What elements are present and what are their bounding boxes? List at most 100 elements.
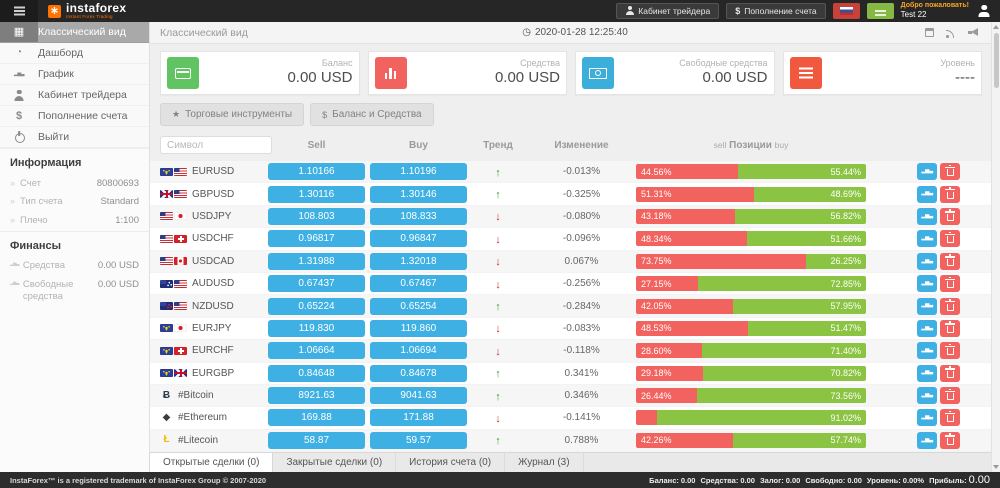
open-chart-button[interactable]: ▂▅▃ — [917, 163, 937, 181]
instrument-flags: ◆ — [160, 412, 173, 423]
language-alt-button[interactable] — [866, 2, 894, 19]
buy-price-button[interactable]: 59.57 — [370, 431, 467, 449]
open-chart-button[interactable]: ▂▅▃ — [917, 207, 937, 225]
open-chart-button[interactable]: ▂▅▃ — [917, 387, 937, 405]
buy-price-button[interactable]: 1.32018 — [370, 252, 467, 270]
scroll-down-arrow-icon[interactable] — [993, 465, 999, 469]
open-chart-button[interactable]: ▂▅▃ — [917, 297, 937, 315]
instrument-flags — [160, 279, 187, 288]
remove-instrument-button[interactable] — [940, 163, 960, 181]
positions-bar: 42.26% 57.74% — [636, 432, 866, 448]
sell-price-button[interactable]: 108.803 — [268, 207, 365, 225]
buy-positions-segment: 72.85% — [698, 276, 866, 292]
balance-funds-button[interactable]: $ Баланс и Средства — [310, 103, 434, 126]
sell-price-button[interactable]: 0.65224 — [268, 297, 365, 315]
trend-arrow-icon: ↓ — [495, 345, 501, 358]
buy-price-button[interactable]: 119.860 — [370, 319, 467, 337]
remove-instrument-button[interactable] — [940, 364, 960, 382]
sell-price-button[interactable]: 0.96817 — [268, 230, 365, 248]
remove-instrument-button[interactable] — [940, 297, 960, 315]
remove-instrument-button[interactable] — [940, 342, 960, 360]
finance-label: Средства — [22, 260, 65, 272]
user-avatar[interactable] — [976, 3, 992, 19]
menu-toggle-button[interactable] — [0, 0, 38, 22]
buy-price-button[interactable]: 9041.63 — [370, 387, 467, 405]
clock-icon: ◷ — [522, 26, 531, 38]
sell-price-button[interactable]: 119.830 — [268, 319, 365, 337]
sidebar-item-table[interactable]: Классический вид — [0, 22, 149, 43]
open-chart-button[interactable]: ▂▅▃ — [917, 364, 937, 382]
deposit-button[interactable]: $ Пополнение счета — [726, 2, 826, 19]
deals-tab[interactable]: История счета (0) — [396, 453, 506, 472]
info-value: 80800693 — [96, 177, 139, 189]
sell-price-button[interactable]: 8921.63 — [268, 387, 365, 405]
open-chart-button[interactable]: ▂▅▃ — [917, 230, 937, 248]
sell-price-button[interactable]: 1.30116 — [268, 185, 365, 203]
sidebar-item-dollar[interactable]: Пополнение счета — [0, 106, 149, 127]
vertical-scrollbar[interactable] — [991, 22, 1000, 472]
buy-price-button[interactable]: 0.96847 — [370, 230, 467, 248]
sidebar-item-power[interactable]: Выйти — [0, 127, 149, 148]
buy-price-button[interactable]: 0.67467 — [370, 275, 467, 293]
sell-price-button[interactable]: 1.10166 — [268, 163, 365, 181]
symbol-filter-input[interactable] — [160, 136, 272, 154]
open-chart-button[interactable]: ▂▅▃ — [917, 319, 937, 337]
buy-price-button[interactable]: 0.84678 — [370, 364, 467, 382]
sell-price-button[interactable]: 169.88 — [268, 409, 365, 427]
open-chart-button[interactable]: ▂▅▃ — [917, 431, 937, 449]
deals-tab[interactable]: Открытые сделки (0) — [149, 453, 274, 472]
calendar-icon[interactable] — [925, 28, 934, 37]
main-content: Классический вид ◷ 2020-01-28 12:25:40 Б — [149, 22, 1000, 472]
buy-price-button[interactable]: 1.06694 — [370, 342, 467, 360]
sell-price-button[interactable]: 0.84648 — [268, 364, 365, 382]
deals-tab[interactable]: Закрытые сделки (0) — [273, 453, 397, 472]
sell-price-button[interactable]: 1.31988 — [268, 252, 365, 270]
rss-icon[interactable] — [946, 28, 956, 38]
remove-instrument-button[interactable] — [940, 207, 960, 225]
remove-instrument-button[interactable] — [940, 409, 960, 427]
buy-price-button[interactable]: 108.833 — [370, 207, 467, 225]
trader-cabinet-button[interactable]: Кабинет трейдера — [616, 2, 720, 19]
finance-list: ▂▅▃ Средства 0.00 USD ▂▅▃ Свободные сред… — [0, 257, 149, 307]
buy-price-button[interactable]: 1.30146 — [370, 185, 467, 203]
sell-price-button[interactable]: 1.06664 — [268, 342, 365, 360]
logo[interactable]: ∗ instaforex Instant Forex Trading — [48, 2, 126, 20]
remove-instrument-button[interactable] — [940, 275, 960, 293]
instrument-flags — [160, 369, 187, 378]
deals-tab[interactable]: Журнал (3) — [505, 453, 584, 472]
sidebar-item-user[interactable]: Кабинет трейдера — [0, 85, 149, 106]
remove-instrument-button[interactable] — [940, 252, 960, 270]
sell-price-button[interactable]: 0.67437 — [268, 275, 365, 293]
remove-instrument-button[interactable] — [940, 185, 960, 203]
trend-arrow-icon: ↓ — [495, 278, 501, 291]
buy-price-button[interactable]: 0.65254 — [370, 297, 467, 315]
trading-instruments-button[interactable]: ★ Торговые инструменты — [160, 103, 305, 126]
remove-instrument-button[interactable] — [940, 431, 960, 449]
sell-positions-segment: 51.31% — [636, 186, 754, 202]
scroll-up-arrow-icon[interactable] — [993, 25, 999, 29]
buy-price-button[interactable]: 1.10196 — [370, 163, 467, 181]
open-chart-button[interactable]: ▂▅▃ — [917, 275, 937, 293]
instrument-row: ◆ #Ethereum 169.88 171.88 ↓ -0.141% 91.0… — [150, 407, 1000, 430]
trash-icon — [945, 276, 955, 289]
chart-icon: ▂▅▃ — [921, 391, 933, 398]
sidebar-item-dashboard[interactable]: Дашборд — [0, 43, 149, 64]
trash-icon — [945, 321, 955, 333]
open-chart-button[interactable]: ▂▅▃ — [917, 409, 937, 427]
open-chart-button[interactable]: ▂▅▃ — [917, 252, 937, 270]
megaphone-icon[interactable] — [968, 28, 978, 37]
remove-instrument-button[interactable] — [940, 319, 960, 337]
buy-price-button[interactable]: 171.88 — [370, 409, 467, 427]
open-chart-button[interactable]: ▂▅▃ — [917, 342, 937, 360]
remove-instrument-button[interactable] — [940, 387, 960, 405]
buy-positions-segment: 57.95% — [732, 298, 866, 314]
scrollbar-thumb[interactable] — [993, 33, 999, 88]
sidebar-item-chart[interactable]: График — [0, 64, 149, 85]
remove-instrument-button[interactable] — [940, 230, 960, 248]
language-russian-button[interactable] — [832, 2, 860, 19]
sell-price-button[interactable]: 58.87 — [268, 431, 365, 449]
chart-icon: ▂▅▃ — [921, 212, 933, 219]
open-chart-button[interactable]: ▂▅▃ — [917, 185, 937, 203]
finance-value: 0.00 USD — [97, 260, 139, 272]
finance-value: 0.00 USD — [97, 279, 139, 290]
